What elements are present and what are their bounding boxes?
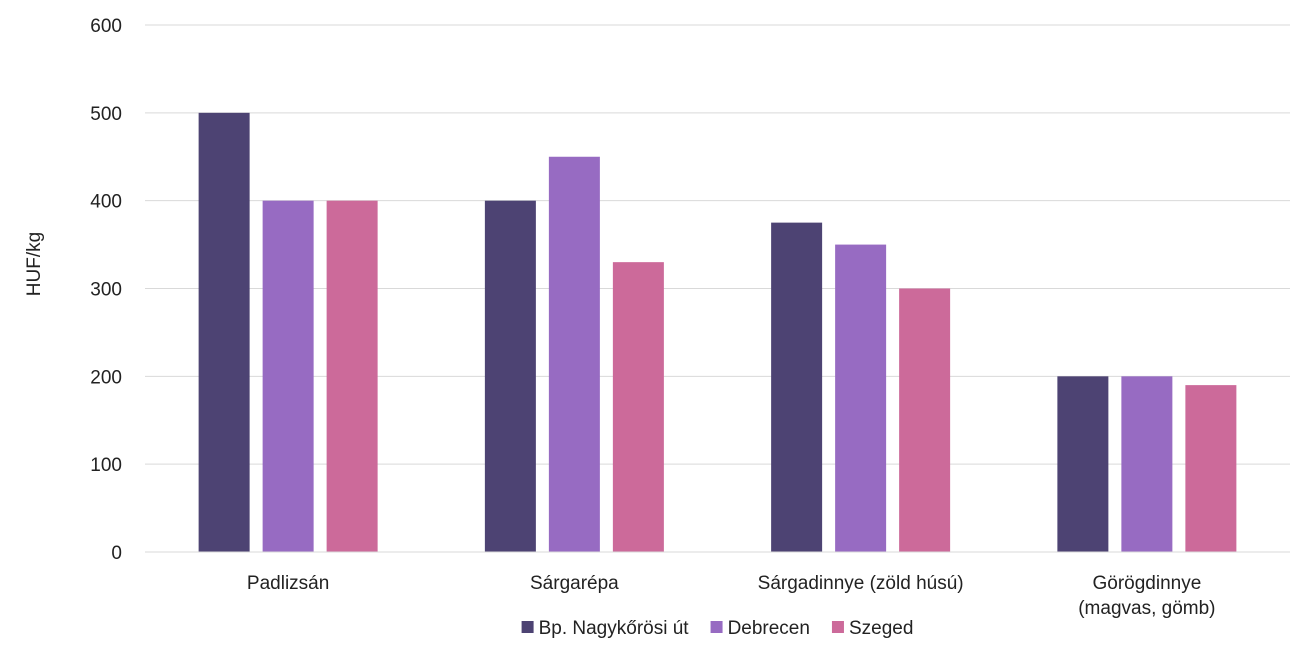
bar <box>548 156 600 552</box>
x-tick-label: Sárgarépa <box>530 573 619 594</box>
x-tick-label: Görögdinnye <box>1092 573 1201 594</box>
x-axis-ticks: Padlizsán Sárgarépa Sárgadinnye (zöld húsú… <box>247 573 1216 619</box>
legend: Bp. Nagykőrösi út Debrecen Szeged <box>521 618 913 639</box>
bar <box>198 112 250 552</box>
y-tick-label: 500 <box>90 104 122 125</box>
bar <box>1057 376 1109 552</box>
bar <box>771 222 823 552</box>
bar <box>1121 376 1173 552</box>
legend-swatch <box>831 621 844 633</box>
y-axis-label: HUF/kg <box>24 232 45 296</box>
x-tick-label: (magvas, gömb) <box>1078 598 1215 619</box>
bar <box>326 200 378 552</box>
legend-item: Debrecen <box>710 618 810 639</box>
bar <box>612 262 664 552</box>
y-tick-label: 0 <box>111 543 122 564</box>
legend-label: Bp. Nagykőrösi út <box>539 618 690 639</box>
y-tick-label: 600 <box>90 16 122 37</box>
y-tick-label: 400 <box>90 192 122 213</box>
bar <box>1185 385 1237 552</box>
bar <box>835 244 887 553</box>
legend-label: Debrecen <box>728 618 810 639</box>
y-tick-label: 200 <box>90 367 122 388</box>
bars <box>198 112 1237 553</box>
y-tick-label: 300 <box>90 280 122 301</box>
bar <box>899 288 951 552</box>
legend-label: Szeged <box>849 618 913 639</box>
legend-swatch <box>521 621 534 633</box>
y-tick-label: 100 <box>90 455 122 476</box>
legend-swatch <box>710 621 723 633</box>
bar <box>262 200 314 552</box>
y-axis-ticks: 0 100 200 300 400 500 600 <box>90 16 122 564</box>
gridlines <box>145 24 1290 465</box>
legend-item: Bp. Nagykőrösi út <box>521 618 690 639</box>
bar <box>484 200 536 552</box>
x-tick-label: Padlizsán <box>247 573 329 594</box>
legend-item: Szeged <box>831 618 913 639</box>
x-tick-label: Sárgadinnye (zöld húsú) <box>758 573 964 594</box>
